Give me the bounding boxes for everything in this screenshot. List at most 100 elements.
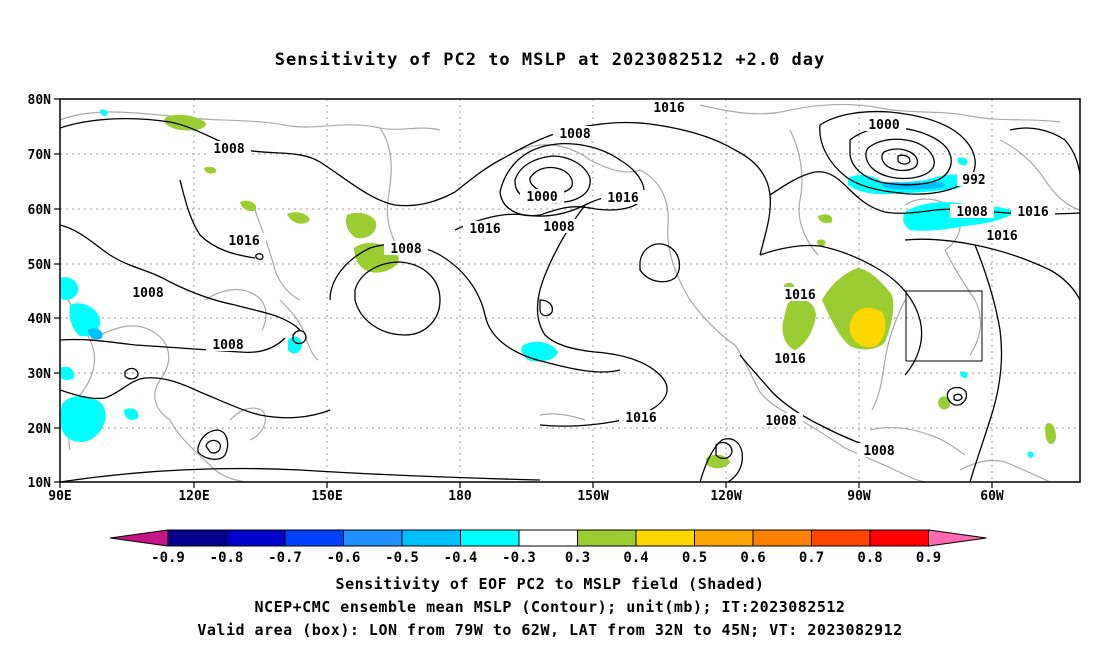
colorbar-swatch xyxy=(869,529,929,547)
colorbar-label: -0.4 xyxy=(444,550,478,566)
colorbar-swatch xyxy=(635,529,695,547)
colorbar-label: 0.5 xyxy=(682,550,707,566)
colorbar-label: -0.8 xyxy=(210,550,244,566)
lat-axis-labels: 80N 70N 60N 50N 40N 30N 20N 10N xyxy=(28,93,52,491)
colorbar-swatch xyxy=(401,529,461,547)
contour-label: 1008 xyxy=(759,413,803,429)
contour-label: 1008 xyxy=(857,443,901,459)
lon-label: 150E xyxy=(311,489,342,504)
contour-label: 1000 xyxy=(520,189,564,205)
lat-label: 50N xyxy=(28,258,52,273)
svg-text:1016: 1016 xyxy=(607,191,638,206)
contour-label: 1016 xyxy=(778,287,822,303)
svg-text:1008: 1008 xyxy=(765,414,796,429)
caption-line-3: Valid area (box): LON from 79W to 62W, L… xyxy=(197,621,903,639)
svg-text:1016: 1016 xyxy=(653,101,684,116)
colorbar-label: 0.3 xyxy=(565,550,590,566)
svg-text:1008: 1008 xyxy=(213,142,244,157)
lon-label: 120W xyxy=(710,489,741,504)
contour-label: 1008 xyxy=(537,219,581,235)
contour-label: 1008 xyxy=(207,141,251,157)
colorbar-swatch xyxy=(460,529,520,547)
colorbar-swatch xyxy=(811,529,871,547)
valid-area-box xyxy=(905,290,983,362)
svg-text:1008: 1008 xyxy=(212,338,243,353)
lon-label: 90E xyxy=(48,489,71,504)
contour-label: 1016 xyxy=(647,100,691,116)
contour-label: 1016 xyxy=(768,351,812,367)
lat-label: 10N xyxy=(28,476,52,491)
colorbar-swatch xyxy=(167,529,227,547)
svg-text:1008: 1008 xyxy=(132,286,163,301)
colorbar-swatch xyxy=(752,529,812,547)
colorbar-swatch xyxy=(518,529,578,547)
colorbar-label: 0.6 xyxy=(740,550,765,566)
coastlines xyxy=(60,103,1080,482)
colorbar-label: 0.8 xyxy=(857,550,882,566)
lat-label: 40N xyxy=(28,312,52,327)
chart-title: Sensitivity of PC2 to MSLP at 2023082512… xyxy=(274,50,826,70)
svg-text:1008: 1008 xyxy=(543,220,574,235)
lat-label: 80N xyxy=(28,93,52,108)
lat-label: 20N xyxy=(28,422,52,437)
svg-text:1016: 1016 xyxy=(1017,205,1048,220)
svg-text:1008: 1008 xyxy=(863,444,894,459)
lon-label: 90W xyxy=(847,489,871,504)
svg-text:1008: 1008 xyxy=(390,242,421,257)
colorbar-label: -0.3 xyxy=(502,550,536,566)
lat-label: 60N xyxy=(28,203,52,218)
colorbar-label: -0.7 xyxy=(268,550,302,566)
colorbar-label: -0.9 xyxy=(151,550,185,566)
lon-label: 120E xyxy=(178,489,209,504)
graticule xyxy=(60,99,1080,482)
svg-text:1016: 1016 xyxy=(774,352,805,367)
caption-line-2: NCEP+CMC ensemble mean MSLP (Contour); u… xyxy=(254,598,846,616)
contour-label: 1016 xyxy=(222,233,266,249)
contour-label: 1016 xyxy=(619,410,663,426)
lon-axis-labels: 90E 120E 150E 180 150W 120W 90W 60W xyxy=(48,489,1004,504)
lat-label: 30N xyxy=(28,367,52,382)
contour-label: 1016 xyxy=(980,228,1024,244)
contour-label: 1008 xyxy=(206,337,250,353)
colorbar-swatch xyxy=(343,529,403,547)
colorbar-labels: -0.9 -0.8 -0.7 -0.6 -0.5 -0.4 -0.3 0.3 0.4 0.5 0.6… xyxy=(151,550,941,566)
colorbar-label: 0.9 xyxy=(916,550,941,566)
colorbar-swatch xyxy=(694,529,754,547)
tick-marks xyxy=(54,98,993,488)
svg-text:1008: 1008 xyxy=(956,205,987,220)
lon-label: 150W xyxy=(577,489,608,504)
colorbar xyxy=(109,529,987,547)
contour-label: 1016 xyxy=(463,221,507,237)
contour-label: 1008 xyxy=(553,126,597,142)
svg-text:1000: 1000 xyxy=(868,118,899,133)
svg-text:1016: 1016 xyxy=(625,411,656,426)
colorbar-label: -0.6 xyxy=(327,550,361,566)
contour-label: 1000 xyxy=(862,117,906,133)
svg-text:1016: 1016 xyxy=(986,229,1017,244)
colorbar-swatch xyxy=(226,529,286,547)
lat-label: 70N xyxy=(28,148,52,163)
svg-text:1016: 1016 xyxy=(469,222,500,237)
contour-label: 1008 xyxy=(950,204,994,220)
map-frame xyxy=(59,98,1081,483)
colorbar-high-triangle xyxy=(928,529,987,547)
svg-text:1016: 1016 xyxy=(784,288,815,303)
contour-label: 1008 xyxy=(384,241,428,257)
colorbar-low-triangle xyxy=(109,529,169,547)
contour-label: 992 xyxy=(957,172,991,188)
svg-text:1008: 1008 xyxy=(559,127,590,142)
colorbar-swatch xyxy=(284,529,344,547)
colorbar-label: 0.7 xyxy=(799,550,824,566)
colorbar-label: -0.5 xyxy=(385,550,419,566)
lon-label: 60W xyxy=(980,489,1004,504)
colorbar-swatch xyxy=(577,529,637,547)
svg-text:992: 992 xyxy=(962,173,985,188)
mslp-contours xyxy=(60,110,1080,482)
svg-text:1000: 1000 xyxy=(526,190,557,205)
contour-label: 1008 xyxy=(126,285,170,301)
svg-text:1016: 1016 xyxy=(228,234,259,249)
caption-line-1: Sensitivity of EOF PC2 to MSLP field (Sh… xyxy=(335,575,765,593)
contour-labels: 1016 1008 1000 1016 1008 1016 1000 992 1… xyxy=(126,100,1055,459)
contour-label: 1016 xyxy=(601,190,645,206)
